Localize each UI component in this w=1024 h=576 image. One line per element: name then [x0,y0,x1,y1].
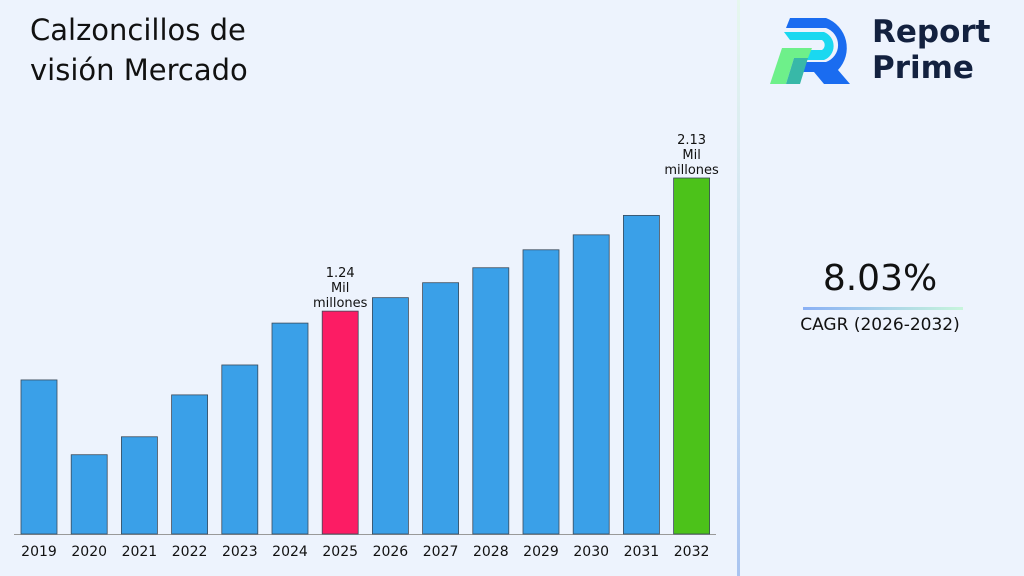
x-tick-label: 2021 [122,544,158,560]
bar-2024 [271,322,309,535]
x-tick-label: 2027 [423,544,459,560]
logo-text: Report Prime [872,14,991,86]
bar-2031 [623,214,660,535]
bar-2022 [171,394,209,535]
x-tick-label: 2023 [222,544,258,560]
x-tick-label: 2022 [172,544,208,560]
x-tick-label: 2031 [624,544,660,560]
bar-2019 [20,379,58,535]
bar-2029 [522,249,560,535]
data-label: 2.13 [677,133,706,148]
cagr-value: 8.03% [822,258,938,299]
x-tick-label: 2024 [272,544,308,560]
x-tick-label: 2030 [573,544,609,560]
bar-2021 [121,436,158,535]
data-label: millones [664,163,719,178]
x-tick-label: 2020 [71,544,107,560]
x-tick-label: 2019 [21,544,57,560]
cagr-underline [803,307,963,310]
bar-2027 [422,282,460,535]
logo-line2: Prime [872,50,974,86]
data-label: millones [313,296,368,311]
data-label: Mil [682,148,700,163]
x-tick-label: 2028 [473,544,509,560]
bar-2026 [371,297,409,535]
divider [737,0,740,576]
bar-2030 [572,234,610,535]
chart-title: Calzoncillos de visión Mercado [30,13,248,87]
bar-2032 [673,177,710,535]
x-tick-label: 2029 [523,544,559,560]
cagr-label: CAGR (2026-2032) [800,315,960,335]
bar-2025 [321,310,359,535]
x-tick-label: 2026 [373,544,409,560]
bar-2028 [472,267,510,535]
data-label: Mil [331,281,349,296]
bar-2023 [221,364,259,535]
data-label: 1.24 [326,266,355,281]
x-tick-label: 2032 [674,544,710,560]
x-tick-label: 2025 [322,544,358,560]
report-prime-logo [770,18,850,84]
logo-line1: Report [872,14,991,50]
bar-2020 [70,454,108,535]
bar-chart: 2019 2020 2021 2022 2023 2024 20251.24Milmillo… [14,133,719,560]
